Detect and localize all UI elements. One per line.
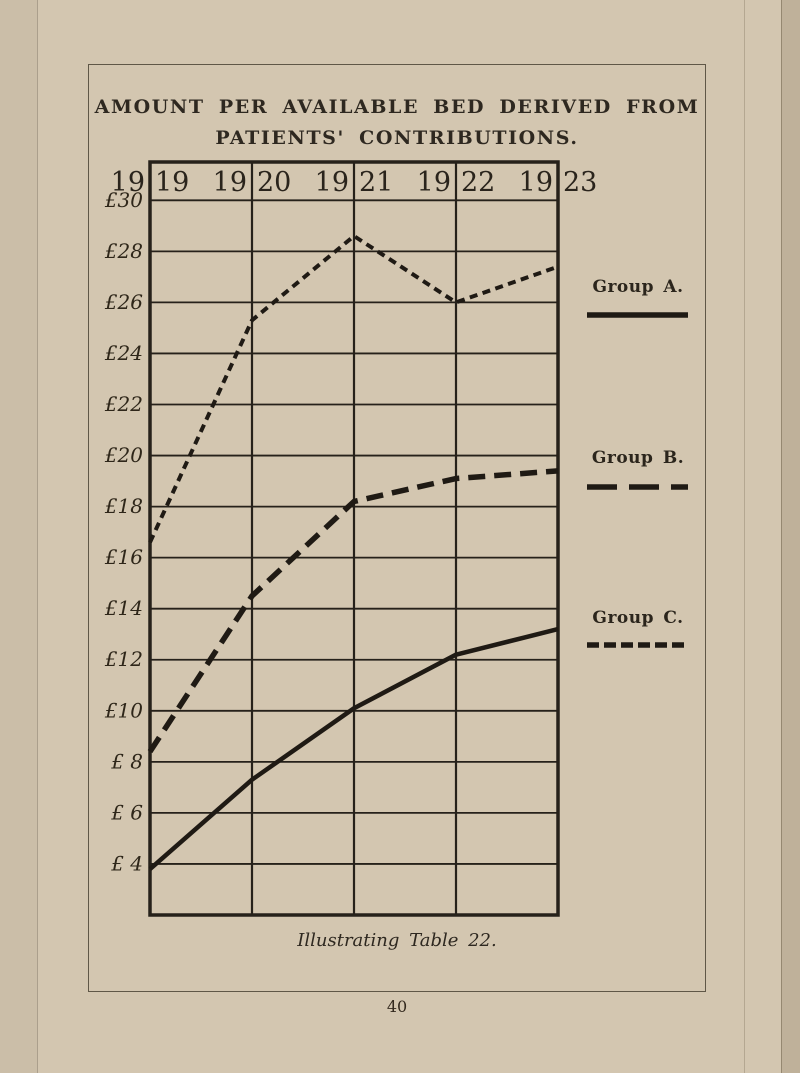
- legend-label-group-b: Group B.: [591, 448, 685, 468]
- pound-axis-label: £22: [104, 392, 143, 416]
- page-left-edge: [0, 0, 37, 1073]
- year-label-year: 23: [563, 167, 597, 198]
- series-line-group-b: [147, 468, 559, 754]
- year-label-century: 19: [111, 167, 145, 198]
- legend-label-group-a: Group A.: [592, 277, 684, 297]
- pound-axis-label: £ 6: [110, 800, 143, 824]
- year-label-year: 20: [257, 167, 291, 198]
- adjacent-page-edge: [781, 0, 800, 1073]
- page-number: 40: [386, 997, 408, 1016]
- page-right-edge-line: [744, 0, 745, 1073]
- year-label-century: 19: [213, 167, 247, 198]
- year-label-year: 22: [461, 167, 495, 198]
- series-line-group-a: [148, 626, 559, 871]
- pound-axis-label: £ 8: [110, 749, 143, 773]
- page-frame: [88, 64, 706, 992]
- pound-axis-label: £18: [104, 494, 143, 518]
- pound-axis-label: £24: [104, 341, 143, 365]
- pound-axis-label: £30: [104, 188, 143, 212]
- pound-axis-label: £28: [104, 239, 143, 263]
- year-label-century: 19: [417, 167, 451, 198]
- pound-axis-label: £20: [104, 443, 143, 467]
- year-label-year: 19: [155, 167, 189, 198]
- pound-axis-label: £ 4: [110, 851, 143, 875]
- year-label-year: 21: [359, 167, 393, 198]
- pound-axis-label: £12: [104, 647, 143, 671]
- pound-axis-label: £10: [104, 698, 143, 722]
- figure-caption: Illustrating Table 22.: [297, 930, 497, 951]
- year-label-century: 19: [519, 167, 553, 198]
- year-label-century: 19: [315, 167, 349, 198]
- page-gutter-line: [37, 0, 38, 1073]
- chart-title-line1: AMOUNT PER AVAILABLE BED DERIVED FROM: [94, 96, 700, 118]
- pound-axis-label: £26: [104, 290, 143, 314]
- series-line-group-c: [148, 234, 559, 544]
- chart-title: AMOUNT PER AVAILABLE BED DERIVED FROM PA…: [88, 96, 706, 149]
- chart-title-line2: PATIENTS' CONTRIBUTIONS.: [215, 127, 579, 149]
- legend-label-group-c: Group C.: [592, 608, 684, 628]
- pound-axis-label: £14: [104, 596, 143, 620]
- pound-axis-label: £16: [104, 545, 143, 569]
